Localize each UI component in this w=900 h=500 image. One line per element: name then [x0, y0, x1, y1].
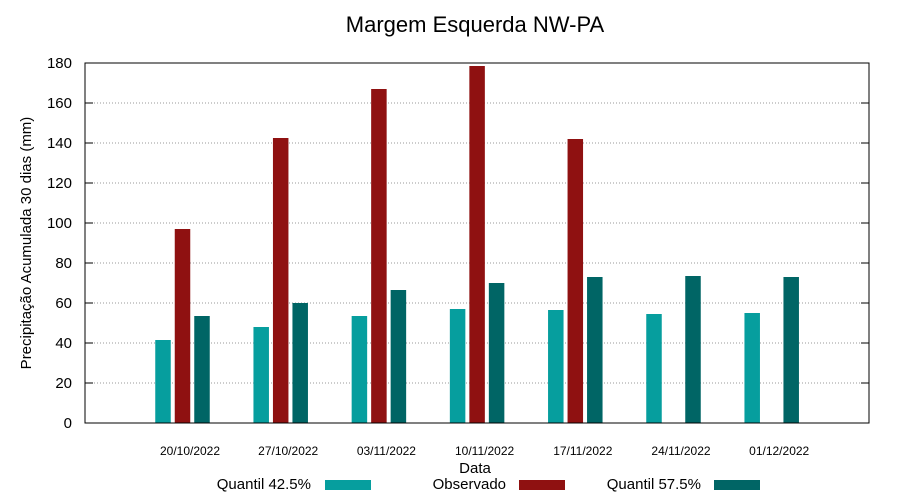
y-tick-label: 0	[64, 415, 72, 432]
bar-quantil-57-5	[783, 277, 799, 423]
y-tick-label: 80	[55, 255, 72, 272]
legend-swatch	[714, 480, 760, 490]
bar-quantil-42-5	[646, 314, 662, 423]
bar-observado	[371, 89, 387, 423]
bar-quantil-42-5	[351, 316, 368, 423]
x-axis: 20/10/2022 27/10/2022 03/11/2022 10/11/2022…	[160, 444, 810, 458]
x-axis-label: Data	[459, 460, 491, 477]
y-tick-label: 120	[47, 175, 72, 192]
bar-quantil-57-5	[194, 316, 210, 423]
y-tick-label: 160	[47, 95, 72, 112]
y-tick-label: 140	[47, 135, 72, 152]
bar-quantil-57-5	[390, 290, 407, 423]
x-tick-label: 27/10/2022	[258, 444, 318, 458]
bars	[155, 66, 799, 423]
bar-quantil-42-5	[155, 340, 171, 423]
bar-quantil-42-5	[253, 327, 269, 423]
legend-swatch	[325, 480, 371, 490]
bar-quantil-42-5	[744, 313, 760, 423]
y-tick-label: 100	[47, 215, 72, 232]
y-tick-label: 40	[55, 335, 72, 352]
bar-quantil-42-5	[449, 309, 466, 423]
bar-quantil-42-5	[548, 310, 564, 423]
bar-quantil-57-5	[292, 303, 308, 423]
bar-observado	[567, 139, 584, 423]
legend: Quantil 42.5% Observado Quantil 57.5%	[217, 476, 760, 493]
bar-observado	[272, 138, 289, 423]
legend-label: Observado	[433, 476, 506, 493]
legend-label: Quantil 57.5%	[607, 476, 701, 493]
chart-title: Margem Esquerda NW-PA	[346, 12, 605, 37]
y-axis: 0 20 40 60 80 100 120 140 160 180	[47, 55, 869, 432]
bar-quantil-57-5	[587, 277, 603, 423]
x-tick-label: 03/11/2022	[357, 444, 416, 458]
x-tick-label: 17/11/2022	[553, 444, 612, 458]
bar-quantil-57-5	[685, 276, 701, 423]
x-tick-label: 20/10/2022	[160, 444, 220, 458]
x-tick-label: 01/12/2022	[749, 444, 809, 458]
plot-frame	[84, 62, 870, 424]
bar-observado	[174, 229, 191, 423]
y-tick-label: 60	[55, 295, 72, 312]
y-tick-label: 180	[47, 55, 72, 72]
legend-label: Quantil 42.5%	[217, 476, 311, 493]
x-tick-label: 24/11/2022	[651, 444, 710, 458]
y-axis-label: Precipitação Acumulada 30 dias (mm)	[18, 117, 35, 370]
bar-observado	[469, 66, 485, 423]
x-tick-label: 10/11/2022	[455, 444, 514, 458]
y-tick-label: 20	[55, 375, 72, 392]
bar-quantil-57-5	[488, 283, 505, 423]
legend-swatch	[519, 480, 565, 490]
